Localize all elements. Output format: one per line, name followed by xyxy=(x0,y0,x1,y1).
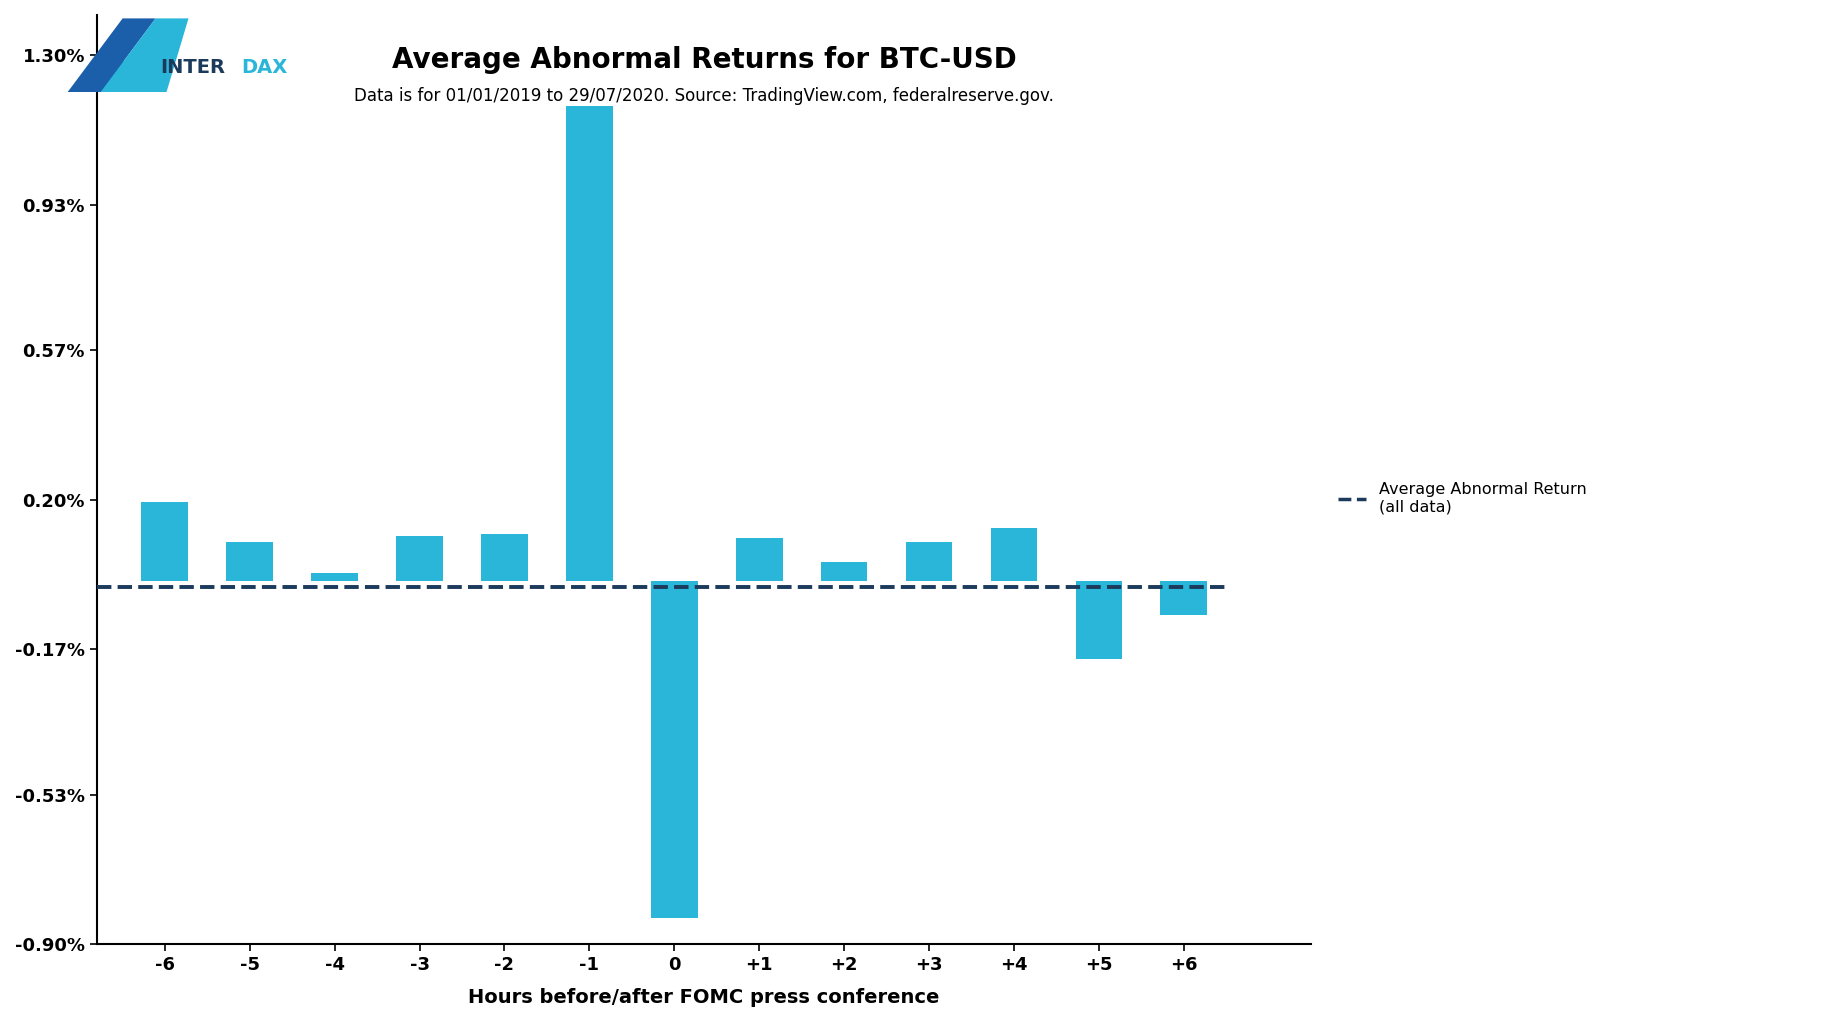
Polygon shape xyxy=(101,18,188,92)
Bar xyxy=(651,580,697,918)
Bar xyxy=(141,502,188,580)
Bar xyxy=(395,537,443,580)
Text: INTER: INTER xyxy=(159,58,225,77)
Bar xyxy=(311,572,359,580)
Text: DAX: DAX xyxy=(242,58,287,77)
Polygon shape xyxy=(68,61,156,92)
Bar xyxy=(906,543,952,580)
Bar xyxy=(822,562,867,580)
Legend: Average Abnormal Return
(all data): Average Abnormal Return (all data) xyxy=(1330,475,1594,521)
Text: Average Abnormal Returns for BTC-USD: Average Abnormal Returns for BTC-USD xyxy=(392,46,1016,74)
Bar xyxy=(736,539,783,580)
Text: Data is for 01/01/2019 to 29/07/2020. Source: TradingView.com, federalreserve.go: Data is for 01/01/2019 to 29/07/2020. So… xyxy=(353,87,1054,105)
Bar xyxy=(481,535,527,580)
Polygon shape xyxy=(68,18,156,92)
Bar xyxy=(565,106,613,580)
Bar xyxy=(1076,580,1122,659)
Bar xyxy=(990,528,1038,580)
X-axis label: Hours before/after FOMC press conference: Hours before/after FOMC press conference xyxy=(468,988,939,1007)
Bar xyxy=(1160,580,1208,615)
Bar xyxy=(227,543,273,580)
